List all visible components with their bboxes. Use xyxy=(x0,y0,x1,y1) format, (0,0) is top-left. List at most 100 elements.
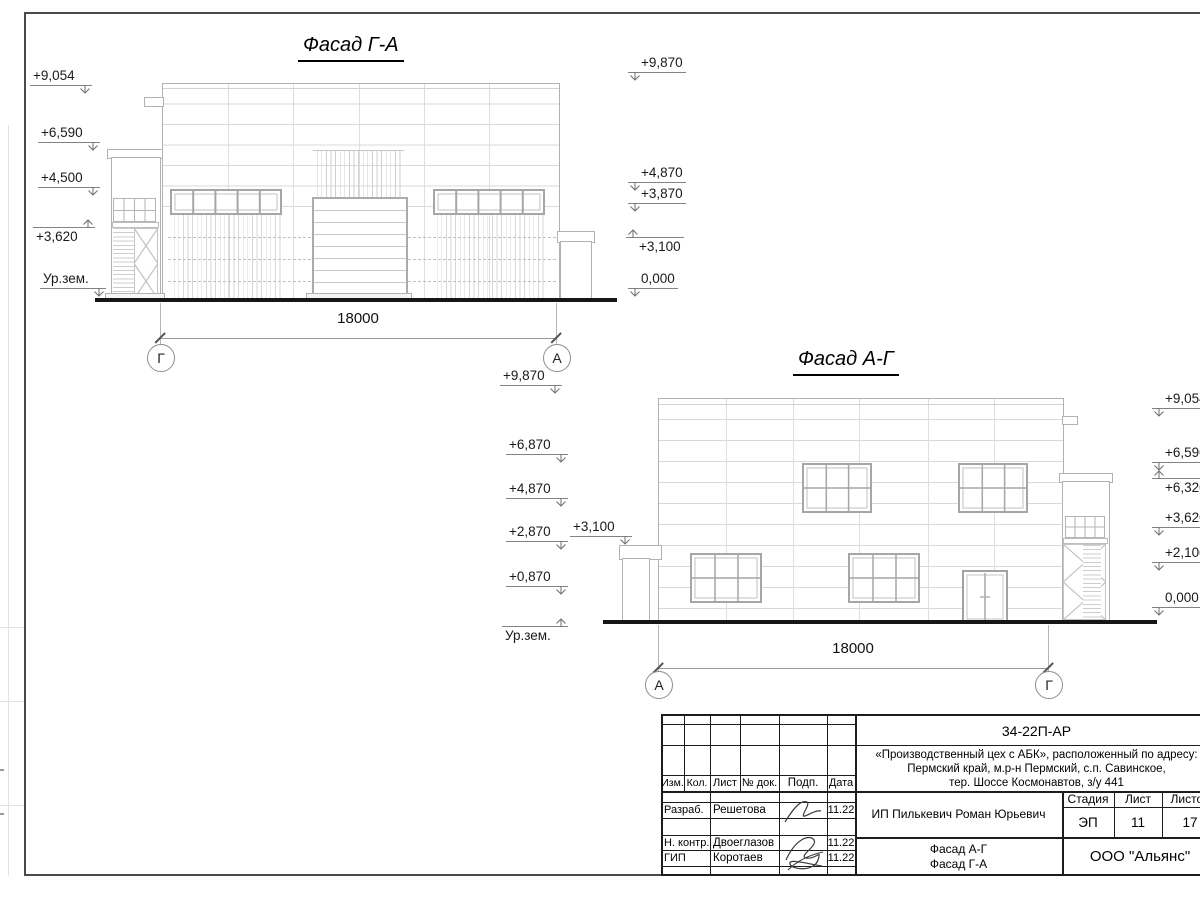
stair-flights xyxy=(1083,545,1101,619)
elevation-value: +2,870 xyxy=(506,525,568,542)
elevation-mark: +3,100 xyxy=(570,520,632,545)
elevation-mark: +9,054 xyxy=(30,69,92,94)
elevation-value: +4,870 xyxy=(506,482,568,499)
elevation-mark: +3,620 xyxy=(33,219,95,244)
level-arrow-icon xyxy=(87,142,98,151)
elevation-value: Ур.зем. xyxy=(40,272,106,289)
door-handle-icon xyxy=(980,592,990,602)
project-address-line: тер. Шоссе Космонавтов, з/у 441 xyxy=(949,777,1124,789)
stair-tower xyxy=(111,157,161,302)
sig-role: Разраб. xyxy=(664,804,704,816)
column-line xyxy=(293,84,294,301)
margin-line xyxy=(0,701,24,702)
elevation-mark: +6,320 xyxy=(1152,470,1200,495)
facade-ga-title: Фасад Г-А xyxy=(298,34,404,62)
stair-flights xyxy=(113,228,134,299)
elevation-mark: +9,870 xyxy=(500,369,562,394)
sig-date: 11.22 xyxy=(827,836,855,849)
doc-number: 34-22П-АР xyxy=(1001,722,1072,739)
margin-line xyxy=(0,805,24,806)
level-arrow-icon xyxy=(555,541,566,550)
elevation-mark: +9,054 xyxy=(1152,392,1200,417)
window xyxy=(690,553,762,603)
elevation-value: Ур.зем. xyxy=(502,626,568,643)
elevation-value: +3,100 xyxy=(626,237,684,254)
margin-tick xyxy=(0,769,4,771)
axis-bubble: А xyxy=(645,671,673,699)
level-arrow-icon xyxy=(630,182,640,191)
elevation-value: +0,870 xyxy=(506,570,568,587)
level-arrow-icon xyxy=(630,288,640,297)
col-list: Лист xyxy=(713,777,737,789)
drawing-title: Фасад А-Г Фасад Г-А xyxy=(855,837,1062,876)
frame-top xyxy=(24,12,1200,14)
dimension-line xyxy=(658,668,1048,669)
extension-line xyxy=(556,303,557,346)
level-arrow-icon xyxy=(555,586,566,595)
extension-line xyxy=(160,303,161,346)
elevation-value: +3,620 xyxy=(1152,511,1200,528)
project-address: «Производственный цех с АБК», расположен… xyxy=(857,747,1200,791)
level-arrow-icon xyxy=(555,454,566,463)
elevation-value: +4,870 xyxy=(628,166,686,183)
parapet-line xyxy=(659,404,1063,405)
roof-ledge xyxy=(144,97,164,107)
level-arrow-icon xyxy=(555,498,566,507)
stage-label: Стадия xyxy=(1067,792,1109,806)
sig-role: Н. контр. xyxy=(664,836,710,849)
elevation-value: +3,100 xyxy=(570,520,632,537)
sig-name: Решетова xyxy=(713,804,766,816)
elevation-mark: +9,870 xyxy=(628,56,686,81)
tower-window-grid xyxy=(1065,516,1105,538)
level-arrow-icon xyxy=(79,85,90,94)
window xyxy=(848,553,920,603)
annex-body xyxy=(560,241,592,300)
tower-band xyxy=(112,222,159,228)
tower-window-grid xyxy=(113,198,156,222)
level-arrow-icon xyxy=(1154,562,1164,571)
window xyxy=(958,463,1028,513)
sectional-gate xyxy=(312,197,408,302)
level-arrow-icon xyxy=(630,72,640,81)
sheets-total: 17 xyxy=(1182,814,1198,830)
column-line xyxy=(793,399,794,623)
elevation-value: 0,000 xyxy=(1152,591,1200,608)
entrance-door xyxy=(962,570,1008,622)
margin-line xyxy=(0,627,24,628)
elevation-value: +6,590 xyxy=(38,126,100,143)
elevation-value: +6,590 xyxy=(1152,446,1200,463)
level-arrow-icon xyxy=(87,187,98,196)
col-kol: Кол. xyxy=(686,777,708,789)
axis-bubble: Г xyxy=(147,344,175,372)
signature xyxy=(785,836,824,871)
elevation-mark: +2,870 xyxy=(506,525,568,550)
elevation-mark: +0,870 xyxy=(506,570,568,595)
elevation-value: +9,870 xyxy=(500,369,562,386)
level-arrow-icon xyxy=(549,385,560,394)
axis-bubble: А xyxy=(543,344,571,372)
elevation-mark: +6,870 xyxy=(506,438,568,463)
col-data: Дата xyxy=(828,777,854,789)
sig-date: 11.22 xyxy=(827,852,855,864)
window xyxy=(802,463,872,513)
axis-bubble: Г xyxy=(1035,671,1063,699)
elevation-mark: Ур.зем. xyxy=(502,618,568,643)
siding-left xyxy=(170,215,282,298)
level-arrow-icon xyxy=(1154,527,1164,536)
elevation-mark: 0,000 xyxy=(1152,591,1200,616)
frame-bottom xyxy=(24,874,1200,876)
dimension-value: 18000 xyxy=(832,640,874,657)
elevation-mark: +4,500 xyxy=(38,171,100,196)
sig-date: 11.22 xyxy=(827,804,855,816)
elevation-value: +4,500 xyxy=(38,171,100,188)
frame-left xyxy=(24,12,26,876)
louver-panel xyxy=(313,150,404,199)
column-line xyxy=(424,84,425,301)
level-arrow-icon xyxy=(82,219,93,228)
company-name: ООО "Альянс" xyxy=(1089,848,1191,865)
col-izm: Изм. xyxy=(661,777,684,789)
level-arrow-icon xyxy=(555,618,566,627)
elevation-mark: +6,590 xyxy=(38,126,100,151)
drawing-title-line: Фасад Г-А xyxy=(929,856,988,871)
